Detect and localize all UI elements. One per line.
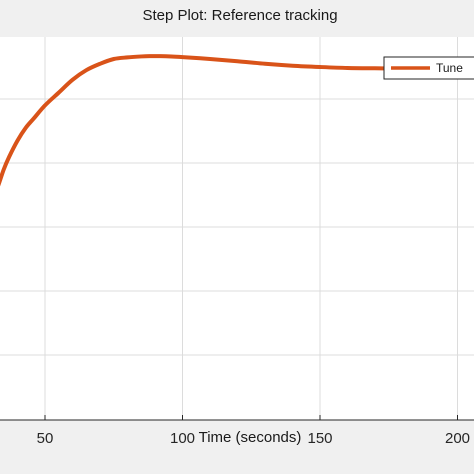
legend[interactable]: Tune [383,56,474,80]
grid-lines [0,37,474,420]
plot-area [0,37,474,420]
chart-title: Step Plot: Reference tracking [142,7,337,24]
series-line-tune [0,54,474,187]
x-tick-label-200: 200 [445,430,470,447]
legend-label-tune: Tune [436,61,463,75]
x-tick-label-100: 100 [170,430,195,447]
x-tick-label-50: 50 [37,430,54,447]
x-tick-label-150: 150 [307,430,332,447]
x-axis-ticks: 50 100 150 200 [37,415,470,447]
x-axis-label: Time (seconds) [199,429,302,446]
series-layer [0,54,474,187]
